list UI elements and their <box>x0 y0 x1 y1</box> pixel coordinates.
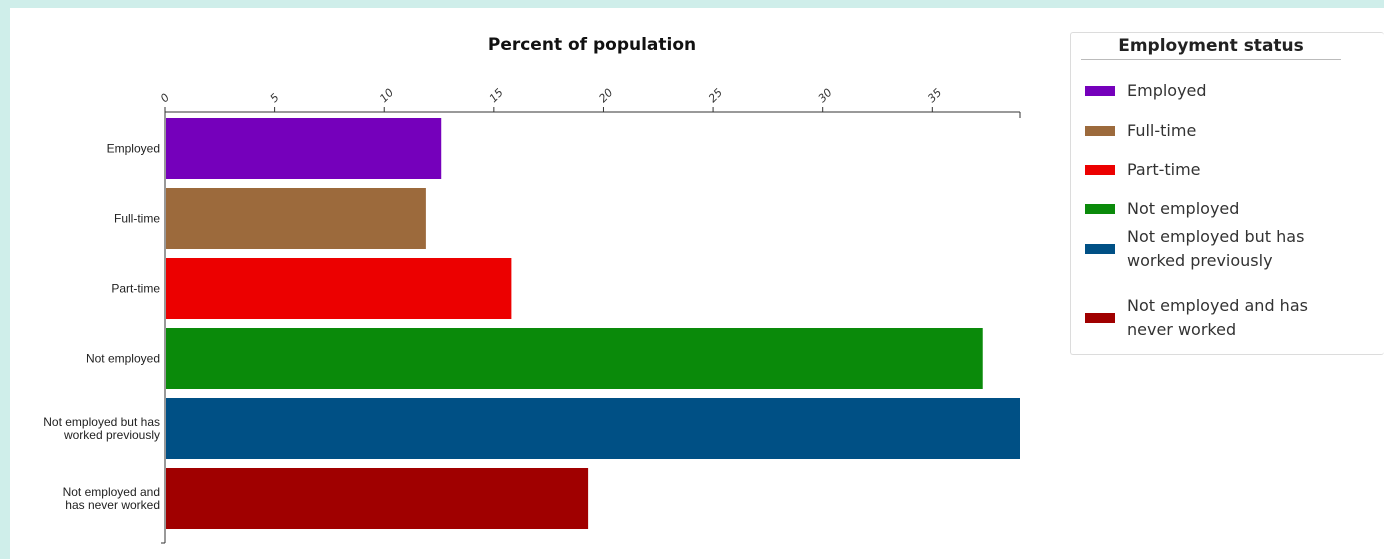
bar-chart: Percent of population 0 5 10 15 20 25 30 35 Emp… <box>43 35 1021 544</box>
legend-label: Part-time <box>1127 160 1201 179</box>
bar-1 <box>166 188 426 249</box>
chart-title: Percent of population <box>488 35 696 55</box>
legend-swatch <box>1085 165 1115 175</box>
x-tick-label: 20 <box>596 86 615 105</box>
legend-label: Employed <box>1127 81 1207 100</box>
bar-5 <box>166 468 589 529</box>
x-tick-label: 30 <box>816 86 835 105</box>
x-tick-label: 15 <box>487 86 506 105</box>
category-label: worked previously <box>63 428 160 442</box>
x-tick-label: 35 <box>925 86 944 105</box>
bar-4 <box>166 398 1020 459</box>
legend-swatch <box>1085 86 1115 96</box>
legend-title: Employment status <box>1081 36 1341 60</box>
chart-panel: Percent of population 0 5 10 15 20 25 30 35 Emp… <box>10 8 1384 559</box>
legend-swatch <box>1085 313 1115 323</box>
bars <box>166 118 1020 529</box>
bar-3 <box>166 328 983 389</box>
legend-label: Not employed and has never worked <box>1127 296 1308 339</box>
x-axis: 0 5 10 15 20 25 30 35 <box>158 86 1021 544</box>
legend-label: Not employed but has worked previously <box>1127 227 1305 270</box>
bar-0 <box>166 118 442 179</box>
x-tick-label: 5 <box>268 91 282 105</box>
legend-label: Not employed <box>1127 199 1240 218</box>
bar-2 <box>166 258 512 319</box>
x-tick-label: 25 <box>706 86 725 105</box>
category-label: Not employed <box>86 352 160 366</box>
category-label: Not employed but has <box>43 415 160 429</box>
legend-swatch <box>1085 204 1115 214</box>
legend: Employment status Employed Full-time Part-… <box>1070 32 1384 355</box>
category-label: has never worked <box>65 498 160 512</box>
x-tick-label: 0 <box>158 91 172 105</box>
legend-label: Full-time <box>1127 121 1197 140</box>
legend-swatch <box>1085 126 1115 136</box>
category-label: Full-time <box>114 212 160 226</box>
legend-swatch <box>1085 244 1115 254</box>
category-label: Not employed and <box>63 485 160 499</box>
category-label: Employed <box>107 142 160 156</box>
x-tick-label: 10 <box>377 86 396 105</box>
category-label: Part-time <box>111 282 160 296</box>
y-axis-labels: Employed Full-time Part-time Not employed No… <box>43 142 160 513</box>
